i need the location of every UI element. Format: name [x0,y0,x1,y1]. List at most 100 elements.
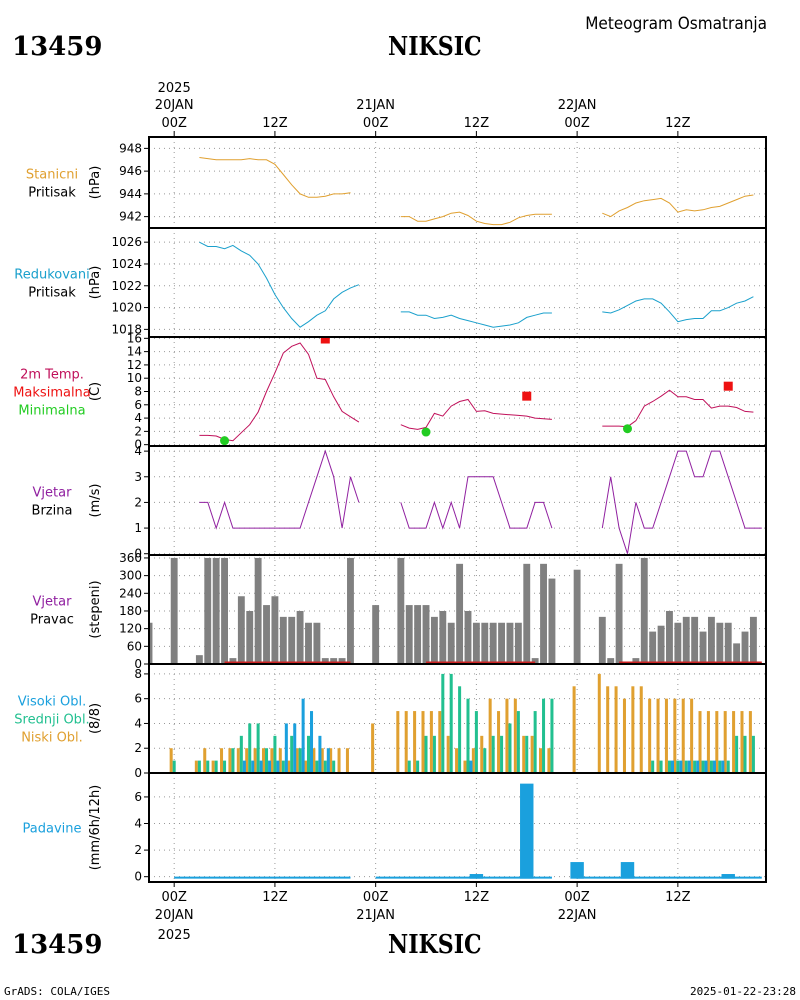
precip-bar [570,862,584,879]
y-tick-label: 1026 [111,235,142,249]
y-tick-label: 8 [134,385,142,399]
cloud-bar [404,711,408,773]
series-line [602,296,754,323]
cloud-bar [303,760,307,773]
y-tick-label: 60 [127,639,142,653]
cloud-bar [407,760,411,773]
y-tick-label: 0 [134,547,142,561]
wind-direction-bar [422,605,430,664]
cloud-bar [270,748,274,773]
panel-clouds: 0 2 4 6 8 (8/8)Visoki Obl. Srednji Obl. Niski O… [14,663,767,780]
cloud-bar [735,735,739,773]
precip-bar [721,874,735,879]
cloud-bar [273,735,277,773]
wind-direction-bar [149,622,153,664]
wind-direction-bar [749,616,757,664]
panel-label: Vjetar [33,486,73,501]
panel-plot-area [174,783,762,879]
cloud-bar [256,723,260,773]
wind-direction-bar [288,616,296,664]
product-title: Meteogram Osmatranja [585,14,767,34]
wind-direction-bar [657,625,665,664]
wind-direction-bar [707,616,715,664]
cloud-bar [709,760,713,773]
cloud-bar [712,760,716,773]
bottom-year-label: 2025 [158,928,191,943]
wind-direction-bar [472,622,480,664]
panel-label: Pritisak [28,286,76,301]
y-tick-label: 2 [134,843,142,857]
y-tick-label: 944 [119,187,142,201]
y-tick-label: 8 [134,667,142,681]
wind-direction-bar [221,557,228,664]
cloud-bar [458,686,462,773]
cloud-bar [290,735,294,773]
cloud-bar [223,760,227,773]
wind-direction-bar [741,631,749,664]
panel-wind_direction: 0 60 120 180 240 300 360 (stepeni) Vjetar Pravac [30,551,767,671]
cloud-bar [323,760,327,773]
panel-label: Srednji Obl. [14,713,89,728]
y-tick-label: 1022 [111,279,142,293]
cloud-bar [684,760,688,773]
cloud-bar [667,760,671,773]
cloud-bar [293,723,297,773]
cloud-bar [242,760,246,773]
y-tick-label: 4 [134,817,142,831]
cloud-bar [676,760,680,773]
footer-source: GrADS: COLA/IGES [4,985,110,998]
precip-bar [520,783,534,879]
bottom-hour-tick-label: 00Z [363,890,389,905]
cloud-bar [597,673,601,773]
cloud-bar [639,686,643,773]
series-line [199,241,360,328]
min-temp-marker [622,424,632,434]
wind-direction-bar [716,622,724,664]
cloud-bar [276,760,280,773]
wind-direction-bar [481,622,489,664]
cloud-bar [572,686,576,773]
cloud-bar [513,698,517,773]
cloud-bar [732,711,736,773]
cloud-bar [542,698,546,773]
cloud-bar [318,735,322,773]
cloud-bar [312,748,316,773]
top-hour-tick-label: 00Z [363,116,389,131]
precip-bar [469,874,484,879]
cloud-bar [295,748,299,773]
panel-label: Brzina [32,504,73,519]
wind-direction-bar [405,605,413,664]
cloud-bar [488,698,492,773]
cloud-bar [429,711,433,773]
cloud-bar [251,760,255,773]
wind-direction-bar [254,557,262,664]
y-tick-label: 4 [134,411,142,425]
wind-direction-bar [263,605,270,664]
y-axis-label: (stepeni) [88,580,103,638]
y-tick-label: 0 [134,766,142,780]
y-tick-label: 0 [134,657,142,671]
top-hour-tick-label: 12Z [665,116,691,131]
panel-label: Pravac [30,613,74,628]
cloud-bar [432,735,436,773]
cloud-bar [693,760,697,773]
y-axis-label: (hPa) [88,166,103,200]
wind-direction-bar [464,610,472,664]
cloud-bar [687,760,691,773]
wind-direction-bar [305,622,312,664]
y-tick-label: 3 [134,470,142,484]
wind-direction-bar [321,658,329,664]
cloud-bar [656,698,660,773]
wind-direction-bar [632,658,640,664]
cloud-bar [659,760,663,773]
bottom-hour-tick-label: 12Z [262,890,288,905]
panel-plot-area [149,557,762,664]
cloud-bar [505,698,509,773]
cloud-bar [449,673,453,773]
cloud-bar [704,760,708,773]
y-tick-label: 1 [134,521,142,535]
cloud-bar [455,748,459,773]
y-axis-label: (mm/6h/12h) [88,785,103,871]
wind-direction-bar [447,622,455,664]
